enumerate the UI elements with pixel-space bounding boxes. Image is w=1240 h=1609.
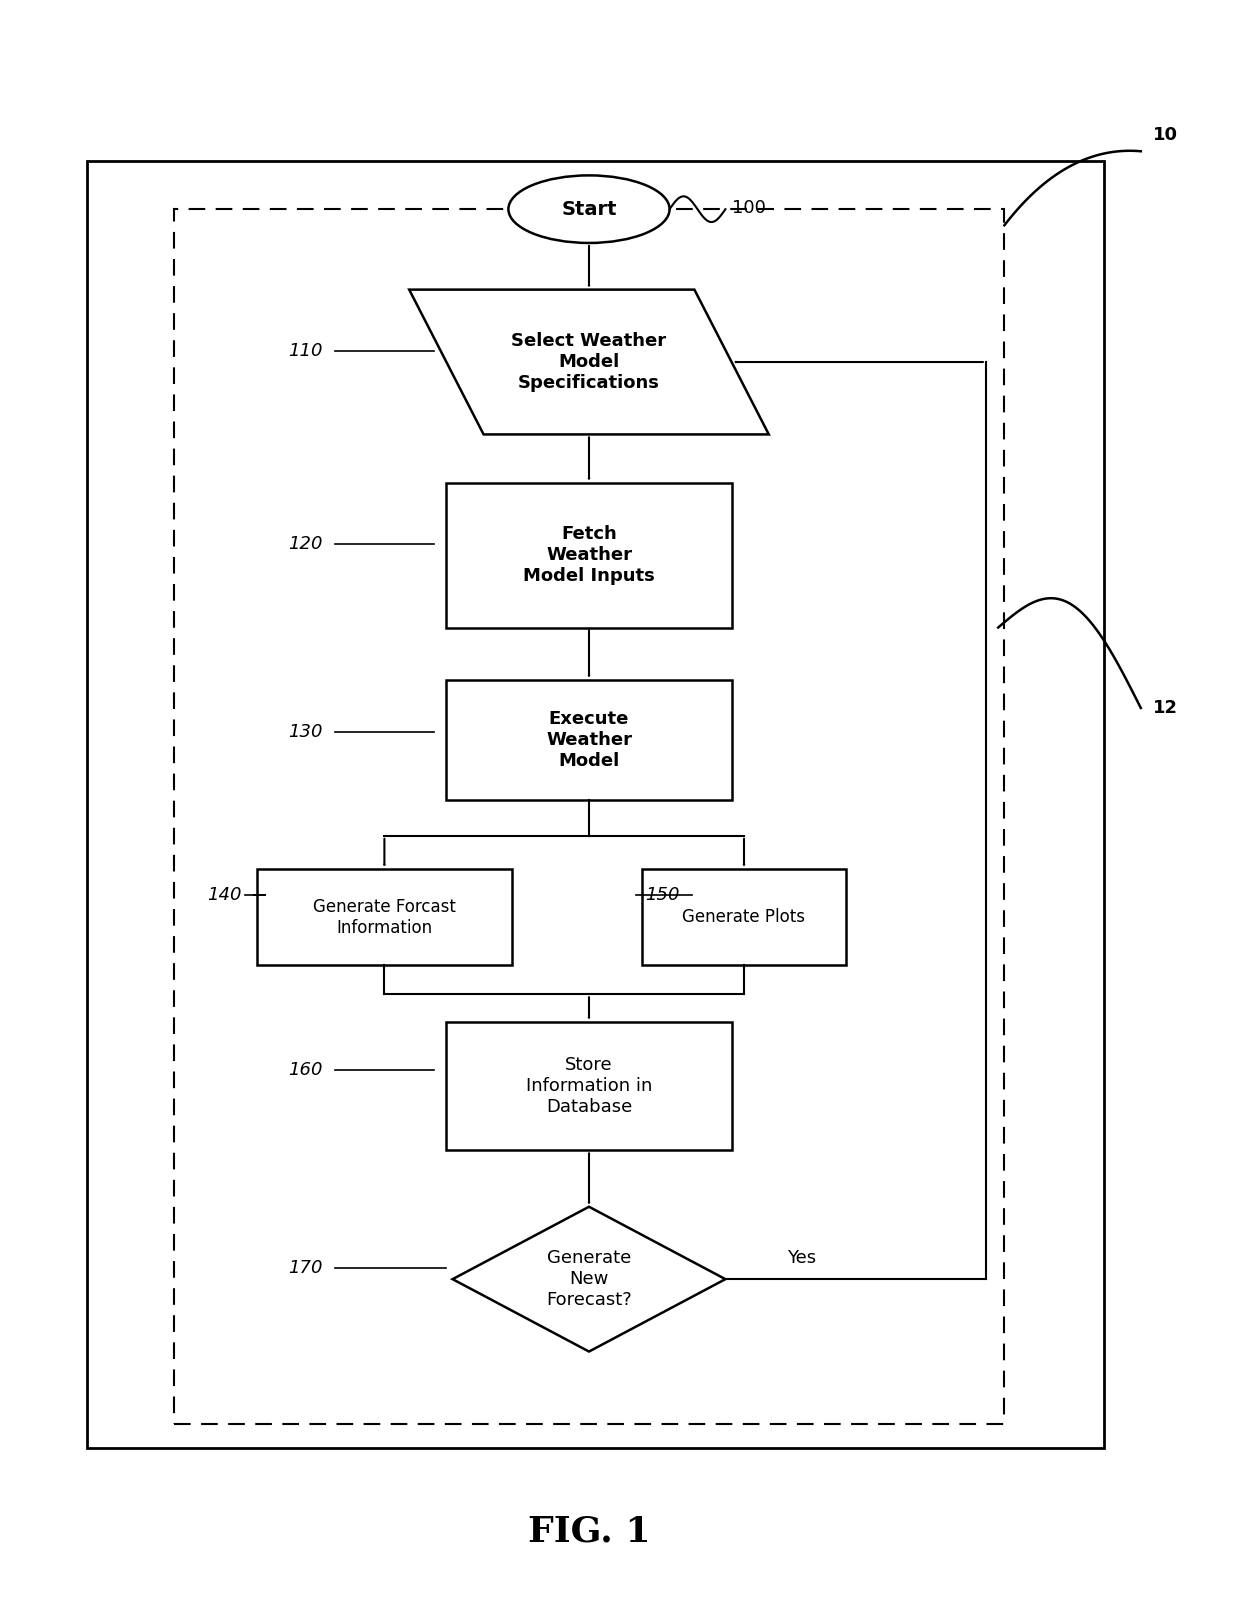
Text: 100: 100	[732, 198, 765, 217]
Bar	[87, 161, 1104, 1448]
Text: 150: 150	[645, 885, 680, 904]
Text: Generate Plots: Generate Plots	[682, 907, 806, 927]
Text: Execute
Weather
Model: Execute Weather Model	[546, 710, 632, 771]
Text: Generate
New
Forecast?: Generate New Forecast?	[546, 1249, 632, 1310]
Text: Start: Start	[562, 200, 616, 219]
Text: 120: 120	[288, 534, 322, 553]
Text: 140: 140	[207, 885, 242, 904]
Bar	[642, 869, 846, 965]
Text: Select Weather
Model
Specifications: Select Weather Model Specifications	[511, 331, 667, 393]
Text: 130: 130	[288, 722, 322, 742]
Ellipse shape	[508, 175, 670, 243]
Bar	[446, 483, 732, 628]
Text: Fetch
Weather
Model Inputs: Fetch Weather Model Inputs	[523, 525, 655, 586]
Text: 160: 160	[288, 1060, 322, 1080]
Bar	[446, 681, 732, 801]
Bar	[174, 209, 1004, 1424]
Text: FIG. 1: FIG. 1	[528, 1514, 650, 1549]
Text: 110: 110	[288, 341, 322, 360]
Polygon shape	[409, 290, 769, 434]
Text: Yes: Yes	[787, 1249, 816, 1268]
Text: Store
Information in
Database: Store Information in Database	[526, 1056, 652, 1117]
Text: Generate Forcast
Information: Generate Forcast Information	[312, 898, 456, 936]
Text: 12: 12	[1153, 698, 1178, 718]
Bar	[258, 869, 511, 965]
Text: 10: 10	[1153, 126, 1178, 145]
Polygon shape	[453, 1207, 725, 1352]
Text: 170: 170	[288, 1258, 322, 1278]
Bar	[446, 1022, 732, 1150]
